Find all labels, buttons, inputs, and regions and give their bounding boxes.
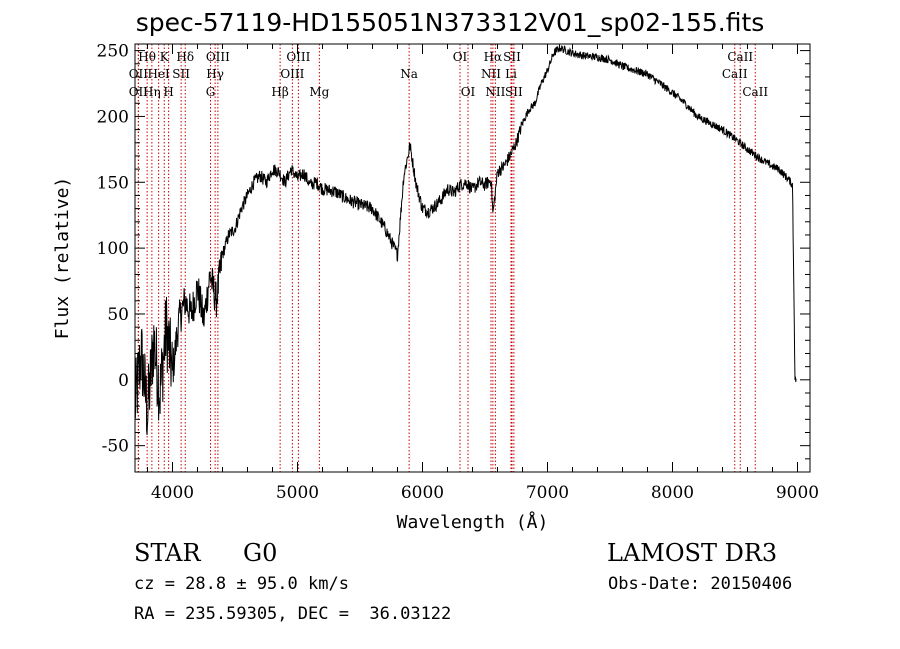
line-label: NII [485,85,505,99]
plot-frame [134,43,811,473]
line-label: SII [172,67,190,81]
y-tick-label: 150 [97,173,129,193]
object-subclass: G0 [243,539,278,567]
line-label: K [160,50,170,64]
x-tick-label: 9000 [776,483,819,503]
x-tick-label: 5000 [276,483,319,503]
line-label: OII [129,85,149,99]
line-label: OIII [286,50,310,64]
line-label: G [206,85,216,99]
x-tick-label: 4000 [151,483,194,503]
line-label: SII [505,85,523,99]
line-label: Hα [484,50,503,64]
y-tick-label: 200 [97,107,129,127]
chart-title: spec-57119-HD155051N373312V01_sp02-155.f… [135,8,765,37]
line-labels: HθOIIOIIHηHeIKHSIIHδGHγOIIIHβOIIIOIIIMgN… [129,50,769,99]
line-label: CaII [722,67,748,81]
redshift-readout: cz = 28.8 ± 95.0 km/s [134,574,349,594]
line-label: NII [481,67,501,81]
line-label: Li [505,67,517,81]
line-label: Hβ [271,85,288,99]
line-label: Hδ [176,50,194,64]
y-tick-label: -50 [102,437,129,457]
axis-ticks: 4000 5000 6000 7000 8000 9000 -50 0 50 100 150 200 2… [97,42,820,503]
y-tick-label: 250 [97,42,129,62]
x-tick-label: 6000 [401,483,444,503]
line-markers [137,44,756,472]
line-label: OII [129,67,149,81]
line-label: Hη [143,85,161,99]
spectrum-line [134,44,797,436]
obs-date: Obs-Date: 20150406 [608,574,793,594]
object-class: STAR [134,539,201,567]
line-label: OI [461,85,476,99]
y-tick-label: 100 [97,239,129,259]
line-label: Mg [309,85,329,99]
line-label: CaII [742,85,768,99]
line-label: Hγ [206,67,224,81]
line-label: H [163,85,173,99]
survey-label: LAMOST DR3 [607,539,778,567]
x-tick-label: 8000 [651,483,694,503]
line-label: SII [503,50,521,64]
y-axis-label: Flux (relative) [52,177,73,340]
line-label: Na [400,67,418,81]
x-tick-label: 7000 [526,483,569,503]
line-label: Hθ [138,50,156,64]
x-axis-label: Wavelength (Å) [397,511,549,533]
coordinates: RA = 235.59305, DEC = 36.03122 [134,604,452,624]
y-tick-label: 0 [118,371,129,391]
line-label: HeI [147,67,170,81]
y-tick-label: 50 [107,305,129,325]
line-label: OIII [206,50,230,64]
line-label: OI [453,50,468,64]
line-label: OIII [280,67,304,81]
line-label: CaII [727,50,753,64]
